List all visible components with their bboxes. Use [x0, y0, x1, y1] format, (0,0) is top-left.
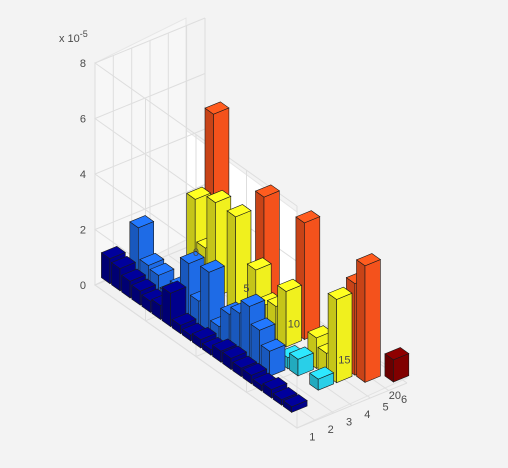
bar-top-face — [309, 366, 335, 380]
bar-top-face — [191, 327, 217, 341]
bar-top-face — [120, 268, 147, 282]
bar-side-face — [364, 259, 381, 383]
x-tick-label: 5 — [243, 283, 249, 295]
y-tick-label: 1 — [309, 432, 315, 444]
z-tick-label: 4 — [80, 169, 86, 181]
bar-top-face — [221, 345, 248, 359]
bar-top-face — [211, 338, 238, 352]
bar-side-face — [285, 284, 302, 348]
z-tick-label: 6 — [80, 114, 86, 126]
bar-top-face — [232, 355, 258, 369]
bar-top-face — [204, 101, 230, 115]
bar-top-face — [246, 257, 272, 271]
bar — [276, 278, 303, 348]
z-tick-label: 8 — [80, 58, 86, 70]
bar-top-face — [100, 246, 126, 260]
bar-side-face — [304, 216, 321, 340]
z-tick-label: 0 — [80, 280, 86, 292]
bar-top-face — [110, 255, 137, 269]
bar-front-face — [161, 286, 171, 328]
y-tick-label: 4 — [364, 409, 370, 421]
bar-front-face — [277, 284, 287, 348]
bar-top-face — [129, 215, 155, 229]
bar-front-face — [356, 259, 366, 383]
bar — [282, 394, 308, 413]
bar-side-face — [336, 292, 353, 384]
bar-top-face — [171, 312, 197, 326]
bar-top-face — [179, 250, 205, 264]
y-tick-label: 3 — [346, 417, 352, 429]
bar-top-face — [186, 186, 212, 200]
bar-top-face — [276, 278, 303, 292]
bar — [309, 366, 335, 391]
bar — [288, 346, 315, 377]
bar-top-face — [288, 346, 315, 360]
bar-top-face — [161, 280, 187, 294]
bar-front-face — [226, 210, 236, 312]
bar-top-face — [242, 362, 268, 376]
x-tick-label: 15 — [338, 354, 350, 366]
bar-top-face — [139, 252, 165, 266]
bar-top-face — [262, 377, 288, 391]
bar-top-face — [131, 278, 157, 292]
bar-top-face — [254, 184, 281, 198]
bar-top-face — [199, 259, 226, 273]
bar — [260, 338, 286, 377]
x-tick-label: 20 — [389, 390, 401, 402]
bar-top-face — [272, 386, 298, 401]
y-tick-label: 2 — [328, 424, 334, 436]
bar-top-face — [226, 204, 252, 218]
bar-top-face — [384, 347, 410, 361]
bar-front-face — [200, 265, 210, 334]
bar-top-face — [260, 338, 286, 352]
bar-top-face — [149, 262, 175, 276]
bar — [384, 347, 410, 383]
bars — [100, 101, 410, 413]
bar — [355, 253, 382, 383]
bar-top-face — [250, 317, 276, 331]
bar-front-face — [327, 292, 337, 384]
bar-top-face — [327, 286, 353, 300]
z-exponent-label: x 10-5 — [59, 29, 88, 45]
x-tick-label: 10 — [288, 319, 300, 331]
bar — [327, 286, 353, 384]
y-tick-label: 6 — [401, 394, 407, 406]
bar-top-face — [240, 293, 266, 307]
y-tick-label: 5 — [383, 402, 389, 414]
bar-top-face — [355, 253, 382, 267]
z-tick-label: 2 — [80, 225, 86, 237]
bar-top-face — [295, 210, 321, 224]
x-tick-label: 0 — [193, 247, 199, 259]
bar-top-face — [206, 189, 232, 203]
bar-top-face — [282, 394, 308, 408]
